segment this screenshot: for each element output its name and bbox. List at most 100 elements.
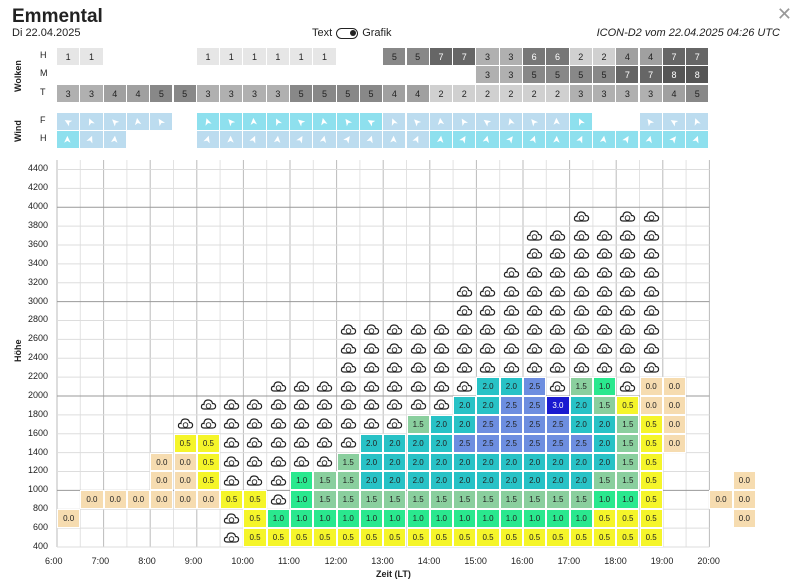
wind-cell: ➤ — [383, 113, 406, 130]
cloud-icon — [200, 416, 217, 436]
thermal-value-cell: 1.5 — [406, 490, 430, 510]
cloud-cover-cell: 3 — [592, 85, 616, 102]
cloud-icon — [643, 360, 660, 380]
cloud-icon — [246, 416, 263, 436]
cloud-icon — [386, 379, 403, 399]
cloud-cover-cell: 3 — [220, 85, 243, 102]
x-tick-label: 9:00 — [184, 556, 203, 566]
cloud-cover-cell: 7 — [686, 48, 709, 65]
toggle-switch[interactable] — [336, 27, 359, 39]
thermal-value-cell: 1.5 — [592, 471, 617, 491]
cloud-icon — [456, 360, 473, 380]
thermal-value-cell: 2.0 — [453, 395, 477, 415]
cloud-icon — [596, 246, 613, 266]
cloud-icon — [456, 322, 473, 342]
cloud-cover-cell — [150, 66, 173, 83]
cloud-icon — [223, 530, 240, 550]
thermal-value-cell: 1.0 — [453, 509, 477, 529]
thermal-value-cell: 2.0 — [476, 377, 500, 396]
wind-arrow-icon: ➤ — [107, 114, 122, 129]
cloud-cover-cell: 8 — [686, 66, 709, 83]
thermal-value-cell: 2.0 — [383, 471, 407, 491]
x-tick-label: 17:00 — [557, 556, 581, 566]
thermal-value-cell: 2.0 — [476, 395, 500, 415]
thermal-value-cell: 2.5 — [523, 433, 547, 453]
thermal-value-cell: 1.5 — [592, 395, 617, 415]
cloud-cover-cell: 3 — [57, 85, 80, 102]
x-tick-label: 16:00 — [511, 556, 534, 566]
y-tick-label: 4000 — [27, 201, 48, 212]
cloud-icon — [340, 341, 357, 361]
wind-cell: ➤ — [150, 113, 173, 130]
cloud-cover-cell: 5 — [336, 85, 359, 102]
wind-arrow-icon: ➤ — [504, 115, 518, 128]
thermal-value-cell: 2.0 — [429, 414, 454, 434]
cloud-icon — [479, 303, 496, 323]
cloud-cover-cell — [453, 66, 476, 83]
cloud-icon — [619, 322, 636, 342]
cloud-icon — [340, 397, 357, 417]
thermal-value-cell: 1.0 — [592, 490, 617, 510]
wind-cell: ➤ — [686, 113, 709, 130]
cloud-icon — [643, 265, 660, 285]
thermal-value-cell: 0.5 — [639, 509, 663, 529]
x-tick-label: 18:00 — [604, 556, 627, 566]
cloud-icon — [340, 360, 357, 380]
thermal-value-cell: 0.5 — [313, 528, 337, 547]
thermal-value-cell: 0.0 — [150, 452, 174, 472]
wind-cell: ➤ — [126, 113, 150, 130]
thermal-value-cell: 1.5 — [616, 414, 640, 434]
wind-arrow-icon: ➤ — [410, 133, 425, 146]
y-tick-label: 2000 — [27, 389, 48, 400]
cloud-icon — [433, 397, 450, 417]
cloud-cover-cell — [359, 66, 383, 83]
wind-arrow-icon: ➤ — [573, 133, 588, 146]
cloud-cover-cell — [406, 66, 429, 83]
y-tick-label: 3200 — [27, 276, 48, 287]
thermal-value-cell: 0.0 — [150, 471, 174, 491]
cloud-icon — [270, 492, 287, 512]
wind-cell: ➤ — [546, 113, 569, 130]
wind-cell: ➤ — [523, 113, 546, 130]
wind-arrow-icon: ➤ — [690, 133, 704, 146]
thermal-value-cell: 2.0 — [592, 433, 617, 453]
close-icon[interactable]: ✕ — [776, 4, 792, 24]
thermal-value-cell: 2.0 — [499, 452, 523, 472]
wind-cell: ➤ — [429, 113, 453, 130]
wind-arrow-icon: ➤ — [131, 116, 145, 127]
wind-arrow-icon: ➤ — [457, 115, 472, 128]
thermal-value-cell: 1.0 — [616, 490, 640, 510]
cloud-cover-cell: 2 — [592, 48, 616, 65]
y-tick-label: 3000 — [27, 295, 48, 306]
thermal-value-cell: 0.5 — [196, 471, 221, 491]
y-tick-label: 2800 — [27, 314, 48, 325]
wind-arrow-icon: ➤ — [457, 133, 472, 146]
wind-arrow-icon: ➤ — [573, 115, 588, 128]
toggle-text-label: Text — [312, 27, 333, 39]
cloud-cover-cell — [103, 48, 126, 65]
cloud-icon — [619, 265, 636, 285]
cloud-icon — [223, 416, 240, 436]
cloud-cover-cell: 5 — [290, 85, 313, 102]
thermal-value-cell: 0.5 — [639, 471, 663, 491]
view-toggle[interactable]: Text Grafik — [312, 27, 392, 39]
cloud-icon — [433, 322, 450, 342]
cloud-cover-cell — [313, 66, 336, 83]
thermal-value-cell: 0.5 — [243, 509, 267, 529]
cloud-icon — [410, 360, 427, 380]
thermal-value-cell: 2.0 — [383, 452, 407, 472]
cloud-icon — [363, 360, 380, 380]
cloud-cover-cell: 2 — [476, 85, 499, 102]
wind-cell: ➤ — [313, 113, 336, 130]
wind-cell: ➤ — [592, 131, 616, 148]
wind-cell: ➤ — [639, 131, 662, 148]
wind-cell: ➤ — [662, 131, 686, 148]
toggle-grafik-label: Grafik — [362, 27, 392, 39]
thermal-value-cell: 0.5 — [196, 452, 221, 472]
cloud-icon — [573, 284, 590, 304]
y-tick-label: 3400 — [27, 257, 48, 268]
wind-arrow-icon: ➤ — [201, 133, 215, 146]
cloud-icon — [596, 322, 613, 342]
x-tick-label: 20:00 — [697, 556, 720, 566]
